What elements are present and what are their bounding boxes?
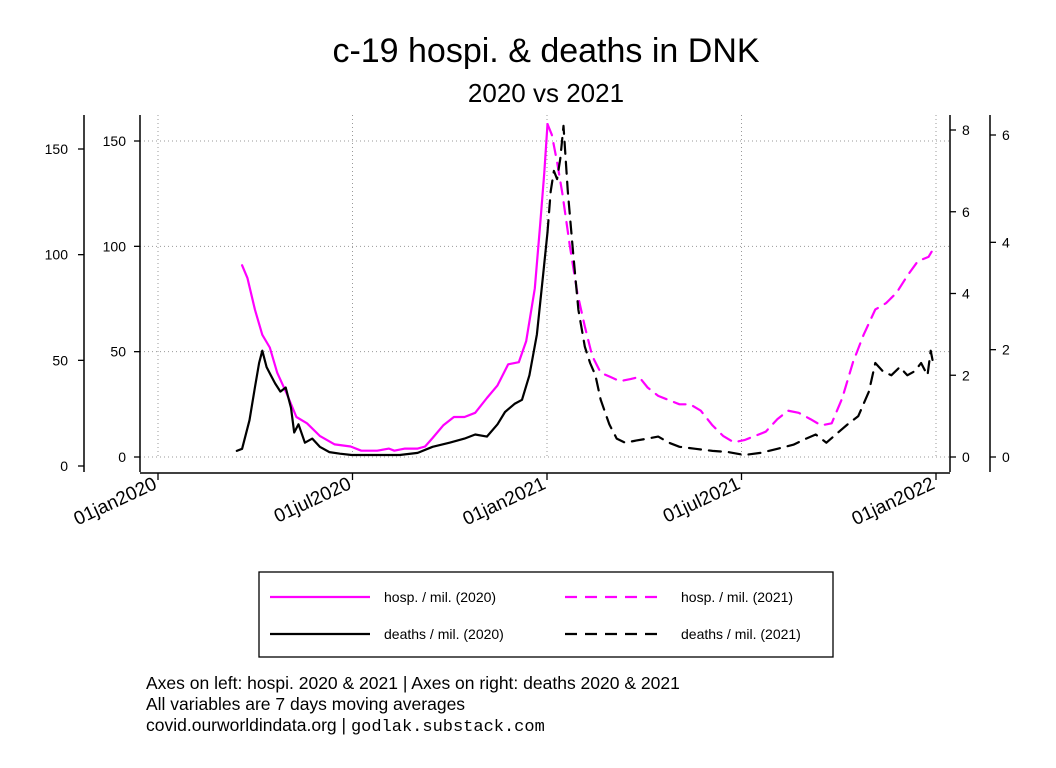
legend-label-hosp-2021: hosp. / mil. (2021) (681, 589, 793, 605)
series-line-3 (546, 124, 936, 457)
y-left-outer-tick-label: 150 (45, 141, 69, 157)
x-tick-label: 01jan2021 (460, 473, 549, 530)
series-line-2 (235, 231, 549, 457)
x-tick-label: 01jan2020 (71, 473, 160, 530)
y-right-outer-tick-label: 4 (1002, 234, 1010, 250)
chart-title: c-19 hospi. & deaths in DNK (332, 32, 759, 70)
y-left-inner-tick-label: 150 (103, 133, 127, 149)
series-line-0 (241, 122, 549, 452)
y-right-outer-tick-label: 0 (1002, 449, 1010, 465)
y-right-inner-tick-label: 6 (962, 204, 970, 220)
legend-label-deaths-2020: deaths / mil. (2020) (384, 626, 504, 642)
y-left-inner-tick-label: 50 (110, 344, 126, 360)
y-right-inner-tick-label: 0 (962, 449, 970, 465)
note-source: covid.ourworldindata.org | godlak.substa… (146, 715, 545, 738)
note-axes: Axes on left: hospi. 2020 & 2021 | Axes … (146, 673, 680, 693)
x-tick-label: 01jul2021 (660, 473, 744, 527)
series (235, 122, 937, 457)
y-left-inner-tick-label: 0 (118, 449, 126, 465)
y-right-inner-tick-label: 2 (962, 367, 970, 383)
chart-subtitle: 2020 vs 2021 (468, 78, 624, 108)
y-left-outer-tick-label: 50 (52, 352, 68, 368)
x-tick-label: 01jul2020 (271, 473, 355, 527)
y-left-outer-tick-label: 0 (60, 458, 68, 474)
y-left-outer-tick-label: 100 (45, 247, 69, 263)
note-averages: All variables are 7 days moving averages (146, 694, 466, 714)
legend-box (258, 571, 834, 658)
y-right-outer-tick-label: 2 (1002, 342, 1010, 358)
axes: 0 50 100 150 0 50 100 150 0 2 4 6 8 0 2 4 6 01jan2020 01ju… (45, 115, 1010, 530)
y-right-outer-tick-label: 6 (1002, 127, 1010, 143)
note-site: godlak.substack.com (350, 718, 545, 737)
y-left-inner-tick-label: 100 (103, 238, 127, 254)
y-right-inner-tick-label: 8 (962, 122, 970, 138)
y-right-inner-tick-label: 4 (962, 286, 970, 302)
x-tick-label: 01jan2022 (849, 473, 938, 530)
note-source-text: covid.ourworldindata.org | (146, 715, 347, 735)
legend-label-deaths-2021: deaths / mil. (2021) (681, 626, 801, 642)
series-line-1 (546, 122, 937, 444)
legend-label-hosp-2020: hosp. / mil. (2020) (384, 589, 496, 605)
